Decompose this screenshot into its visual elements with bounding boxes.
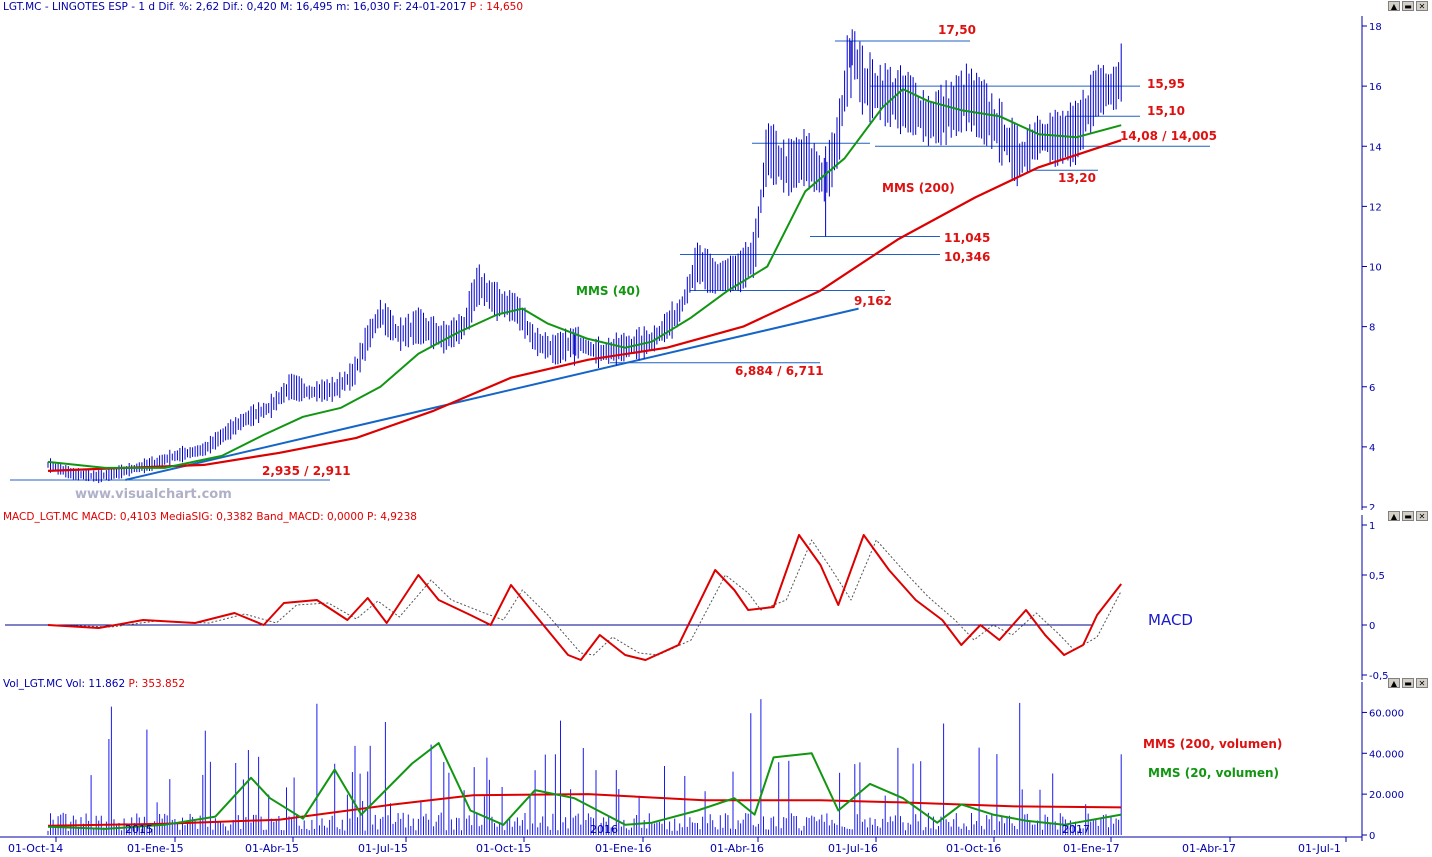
vol-mms200-line: [47, 793, 1122, 827]
vol-mms20-label: MMS (20, volumen): [1148, 766, 1279, 780]
mms40-label: MMS (40): [576, 284, 640, 298]
close-icon[interactable]: ✕: [1416, 511, 1428, 521]
volume-y-tick-label: 20.000: [1369, 790, 1404, 801]
price-y-tick-label: 2: [1369, 503, 1375, 510]
price-y-tick-label: 6: [1369, 383, 1375, 394]
price-y-tick-label: 16: [1369, 82, 1382, 93]
price-y-tick-label: 8: [1369, 323, 1375, 334]
price-window-controls: ▲ ▬ ✕: [1388, 1, 1428, 11]
macd-chart[interactable]: 1 0,5 0 -0,5 MACD: [0, 510, 1432, 680]
x-tick-label: 01-Abr-17: [1182, 842, 1236, 855]
watermark: www.visualchart.com: [75, 487, 232, 502]
x-tick-label: 01-Oct-16: [946, 842, 1001, 855]
restore-icon[interactable]: ▲: [1388, 511, 1400, 521]
level-label: 11,045: [944, 231, 990, 245]
macd-label: MACD: [1148, 611, 1193, 629]
price-chart[interactable]: 18 16 14 12 10 8 6 4 2 17,50 15,95 15,10 14,08 / 14,…: [0, 0, 1432, 510]
level-label: 17,50: [938, 23, 976, 37]
x-tick-label: 01-Abr-15: [245, 842, 299, 855]
price-header: LGT.MC - LINGOTES ESP - 1 d Dif. %: 2,62…: [3, 1, 523, 13]
macd-header: MACD_LGT.MC MACD: 0,4103 MediaSIG: 0,338…: [3, 511, 417, 523]
level-label: 10,346: [944, 250, 990, 264]
year-mark: 2015: [125, 823, 153, 836]
price-y-tick-label: 14: [1369, 142, 1382, 153]
x-tick-label: 01-Ene-17: [1063, 842, 1120, 855]
mms200-line: [47, 139, 1122, 472]
volume-panel: Vol_LGT.MC Vol: 11.862 P: 353.852 ▲ ▬ ✕ …: [0, 677, 1432, 857]
mms200-label: MMS (200): [882, 181, 955, 195]
volume-header: Vol_LGT.MC Vol: 11.862 P: 353.852: [3, 678, 185, 690]
x-tick-label: 01-Ene-16: [595, 842, 652, 855]
restore-icon[interactable]: ▲: [1388, 678, 1400, 688]
macd-signal-line: [47, 539, 1122, 656]
x-tick-label: 01-Oct-14: [8, 842, 63, 855]
macd-header-last: P: 4,9238: [367, 511, 417, 523]
x-tick-label: 01-Jul-15: [358, 842, 408, 855]
x-tick-label: 01-Jul-16: [828, 842, 878, 855]
level-label: 6,884 / 6,711: [735, 364, 824, 378]
year-mark: 2017: [1062, 823, 1090, 836]
x-tick-label: 01-Abr-16: [710, 842, 764, 855]
macd-y-tick-label: 1: [1369, 521, 1375, 532]
trendline: [125, 307, 859, 481]
level-label: 15,95: [1147, 77, 1185, 91]
vol-mms200-label: MMS (200, volumen): [1143, 737, 1282, 751]
volume-header-last: P: 353.852: [128, 678, 186, 690]
minimize-icon[interactable]: ▬: [1402, 511, 1414, 521]
volume-header-info: Vol_LGT.MC Vol: 11.862: [3, 678, 129, 690]
level-label: 13,20: [1058, 171, 1096, 185]
vol-mms20-line: [47, 742, 1122, 830]
macd-window-controls: ▲ ▬ ✕: [1388, 511, 1428, 521]
x-tick-label: 01-Jul-1: [1298, 842, 1341, 855]
price-y-tick-label: 4: [1369, 443, 1375, 454]
level-label: 15,10: [1147, 104, 1185, 118]
macd-line: [47, 534, 1122, 661]
macd-y-tick-label: 0,5: [1369, 571, 1385, 582]
price-y-tick-label: 18: [1369, 22, 1382, 33]
mms40-line: [47, 88, 1122, 469]
price-y-tick-label: 10: [1369, 263, 1382, 274]
price-y-tick-label: 12: [1369, 202, 1382, 213]
close-icon[interactable]: ✕: [1416, 678, 1428, 688]
price-header-last: P : 14,650: [469, 1, 524, 13]
restore-icon[interactable]: ▲: [1388, 1, 1400, 11]
price-header-info: - 1 d Dif. %: 2,62 Dif.: 0,420 M: 16,495…: [127, 1, 470, 13]
x-tick-label: 01-Ene-15: [127, 842, 184, 855]
macd-header-info: MACD_LGT.MC MACD: 0,4103 MediaSIG: 0,338…: [3, 511, 368, 523]
price-header-symbol: LGT.MC - LINGOTES ESP: [3, 1, 128, 13]
volume-window-controls: ▲ ▬ ✕: [1388, 678, 1428, 688]
close-icon[interactable]: ✕: [1416, 1, 1428, 11]
macd-y-tick-label: 0: [1369, 621, 1375, 632]
level-label: 9,162: [854, 294, 892, 308]
x-tick-label: 01-Oct-15: [476, 842, 531, 855]
macd-panel: MACD_LGT.MC MACD: 0,4103 MediaSIG: 0,338…: [0, 510, 1432, 680]
year-mark: 2016: [590, 823, 618, 836]
price-panel: LGT.MC - LINGOTES ESP - 1 d Dif. %: 2,62…: [0, 0, 1432, 510]
minimize-icon[interactable]: ▬: [1402, 678, 1414, 688]
volume-y-tick-label: 40.000: [1369, 749, 1404, 760]
minimize-icon[interactable]: ▬: [1402, 1, 1414, 11]
volume-y-tick-label: 60.000: [1369, 708, 1404, 719]
level-label: 2,935 / 2,911: [262, 464, 351, 478]
volume-y-tick-label: 0: [1369, 831, 1375, 842]
level-label: 14,08 / 14,005: [1120, 129, 1217, 143]
volume-chart[interactable]: 60.000 40.000 20.000 0 MMS (200, volumen) MMS…: [0, 677, 1432, 857]
macd-y-tick-label: -0,5: [1369, 671, 1389, 680]
